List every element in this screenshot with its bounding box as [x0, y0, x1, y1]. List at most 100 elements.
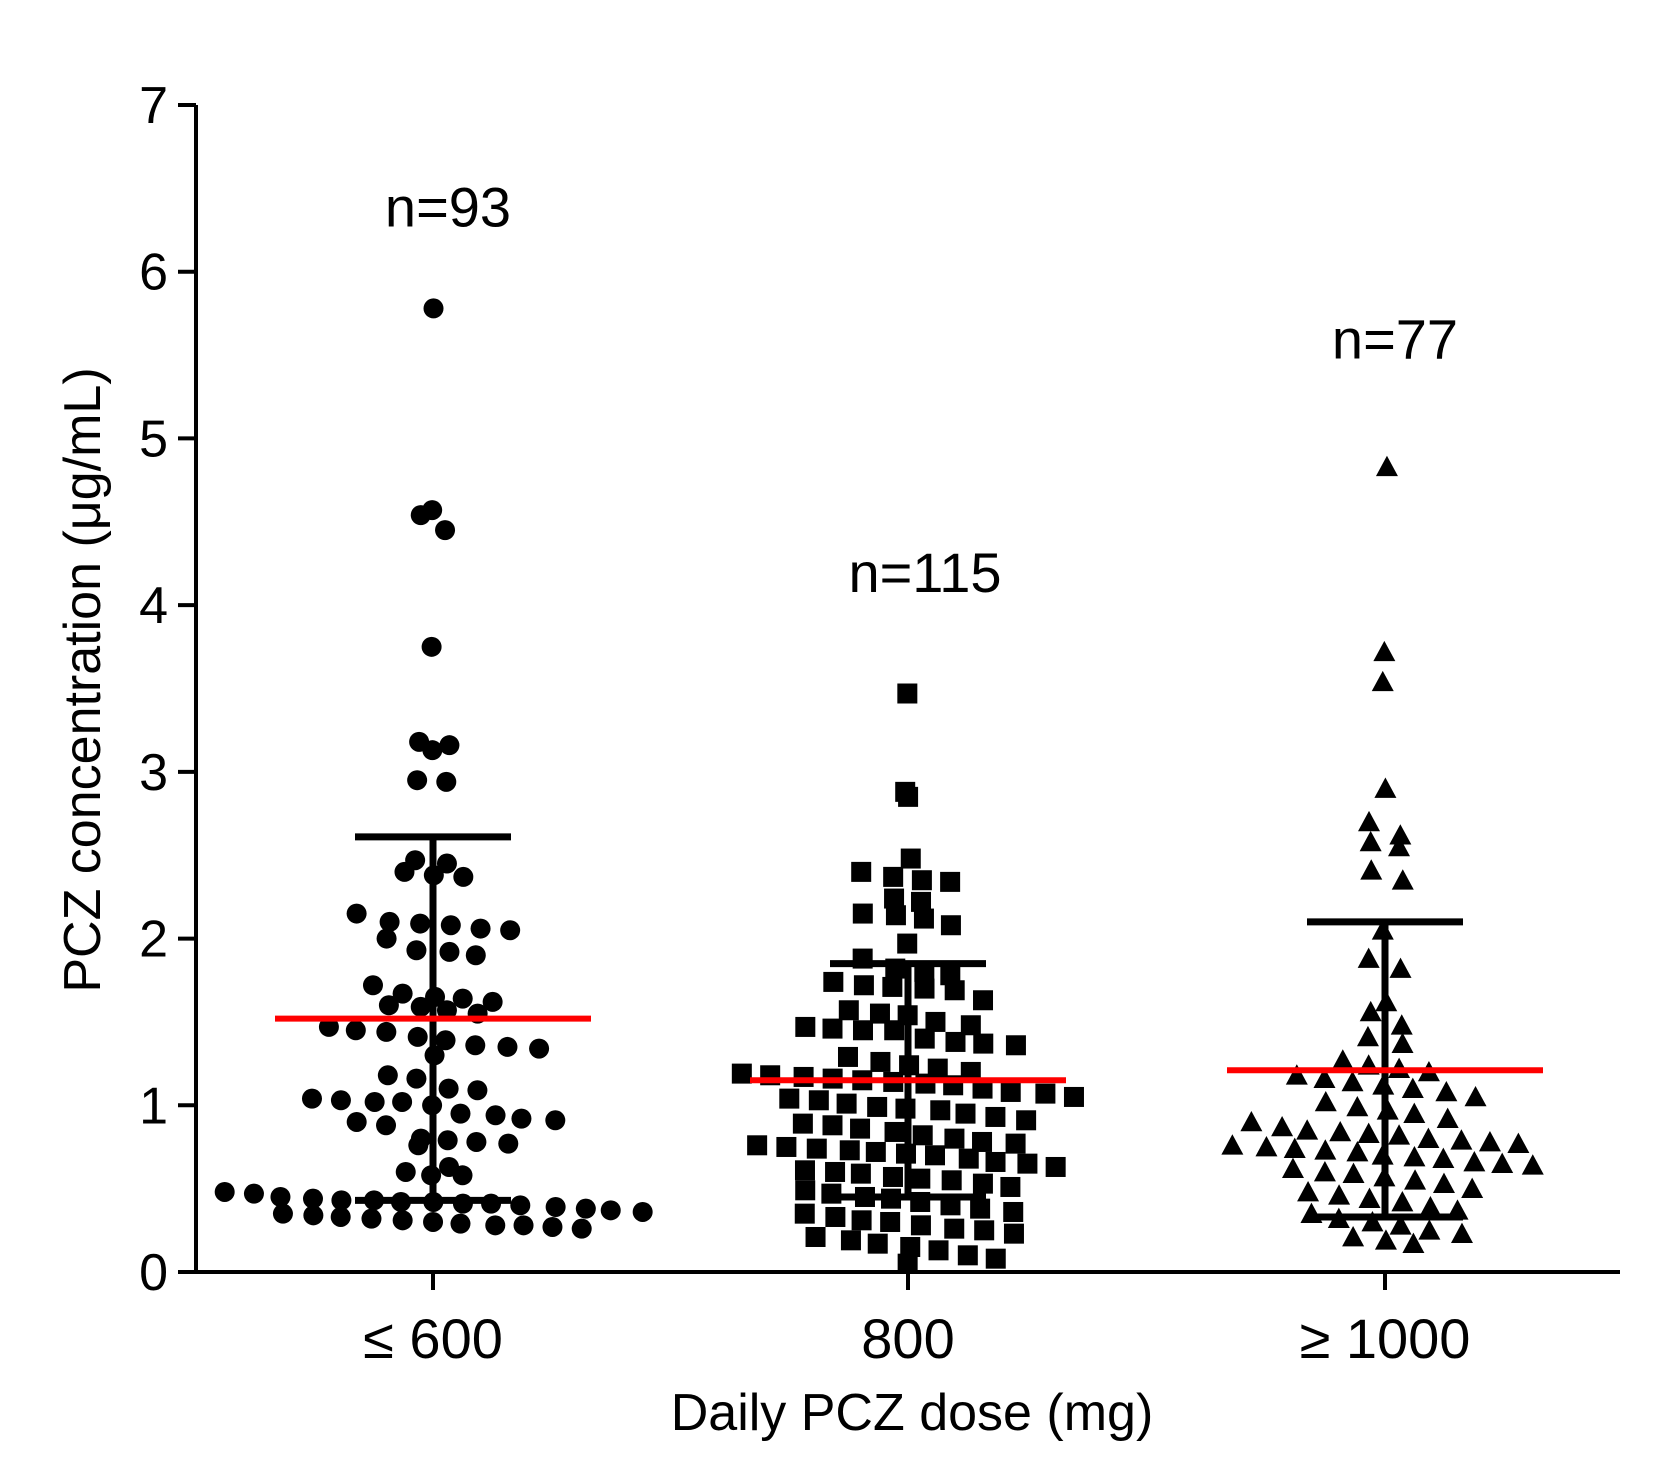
- data-point-square: [882, 1166, 903, 1187]
- data-point-triangle: [1478, 1130, 1501, 1152]
- data-point-triangle: [1388, 1124, 1411, 1145]
- data-point-square: [925, 1011, 946, 1032]
- data-point-square: [940, 965, 961, 986]
- data-point-square: [911, 870, 932, 891]
- x-axis-label: Daily PCZ dose (mg): [671, 1384, 1154, 1442]
- data-point-square: [731, 1063, 752, 1084]
- data-point-square: [900, 1236, 921, 1257]
- data-point-square: [840, 1230, 861, 1251]
- data-point-circle: [392, 983, 413, 1004]
- data-point-triangle: [1283, 1137, 1306, 1158]
- data-point-square: [779, 1088, 800, 1109]
- data-point-circle: [437, 1130, 458, 1151]
- data-point-square: [941, 1170, 962, 1191]
- data-point-square: [895, 781, 916, 802]
- data-point-square: [851, 861, 872, 882]
- n-count-label: n=115: [848, 541, 1001, 604]
- n-count-label: n=93: [385, 176, 511, 239]
- data-point-circle: [405, 850, 426, 871]
- data-point-triangle: [1374, 1229, 1397, 1250]
- data-point-circle: [346, 1111, 367, 1132]
- data-point-triangle: [1432, 1172, 1455, 1193]
- data-point-triangle: [1391, 1032, 1414, 1053]
- data-point-circle: [513, 1215, 534, 1236]
- data-point-square: [944, 980, 965, 1001]
- data-point-square: [822, 1018, 843, 1039]
- data-point-circle: [436, 771, 457, 792]
- data-point-square: [972, 1131, 993, 1152]
- data-point-square: [808, 1090, 829, 1111]
- data-point-square: [1063, 1086, 1084, 1107]
- data-point-square: [960, 1061, 981, 1082]
- data-point-circle: [529, 1038, 550, 1059]
- data-point-triangle: [1342, 1162, 1365, 1183]
- data-point-square: [795, 1016, 816, 1037]
- data-point-triangle: [1388, 835, 1411, 857]
- data-point-square: [1003, 1201, 1024, 1222]
- data-point-square: [794, 1203, 815, 1224]
- data-point-circle: [452, 988, 473, 1009]
- data-point-square: [870, 1051, 891, 1072]
- data-point-triangle: [1373, 640, 1396, 662]
- data-point-circle: [510, 1195, 531, 1216]
- data-point-triangle: [1389, 1214, 1412, 1235]
- data-point-circle: [301, 1088, 322, 1109]
- data-point-circle: [436, 1000, 457, 1021]
- data-point-square: [884, 1121, 905, 1142]
- data-point-circle: [438, 1078, 459, 1099]
- data-point-square: [897, 1253, 918, 1274]
- data-point-square: [960, 1015, 981, 1036]
- data-point-square: [883, 866, 904, 887]
- y-tick-label: 0: [139, 1244, 168, 1302]
- data-point-square: [776, 1136, 797, 1157]
- data-point-square: [837, 1046, 858, 1067]
- data-point-triangle: [1314, 1090, 1337, 1112]
- data-point-square: [1005, 1035, 1026, 1056]
- data-point-triangle: [1403, 1145, 1426, 1167]
- data-point-circle: [243, 1183, 264, 1204]
- data-point-circle: [362, 975, 383, 996]
- data-point-triangle: [1419, 1195, 1442, 1217]
- data-point-triangle: [1313, 1067, 1336, 1088]
- data-point-triangle: [1389, 824, 1412, 845]
- data-point-triangle: [1375, 455, 1398, 477]
- data-point-circle: [485, 1105, 506, 1126]
- y-tick-label: 1: [139, 1077, 168, 1135]
- data-point-circle: [423, 298, 444, 319]
- data-point-triangle: [1346, 1140, 1369, 1162]
- data-point-square: [794, 1160, 815, 1181]
- data-point-circle: [345, 1020, 366, 1041]
- data-point-circle: [376, 928, 397, 949]
- data-point-triangle: [1436, 1107, 1459, 1128]
- stats-layer: n=93 n=115 n=77: [275, 176, 1543, 1221]
- data-point-circle: [439, 735, 460, 756]
- data-point-triangle: [1297, 1180, 1320, 1202]
- x-tick-label: 800: [861, 1307, 954, 1370]
- data-point-circle: [303, 1205, 324, 1226]
- data-point-triangle: [1461, 1177, 1484, 1198]
- data-point-square: [838, 1000, 859, 1021]
- data-point-square: [927, 1058, 948, 1079]
- data-point-square: [795, 1180, 816, 1201]
- data-point-square: [1003, 1223, 1024, 1244]
- data-point-square: [944, 1218, 965, 1239]
- data-point-circle: [542, 1216, 563, 1237]
- points-layer: [214, 298, 1544, 1274]
- data-point-circle: [330, 1090, 351, 1111]
- data-point-square: [867, 1233, 888, 1254]
- data-point-triangle: [1371, 670, 1394, 692]
- data-point-square: [850, 1118, 871, 1139]
- data-point-triangle: [1401, 1077, 1424, 1098]
- data-point-triangle: [1357, 947, 1380, 968]
- data-point-triangle: [1389, 957, 1412, 978]
- data-point-square: [792, 1113, 813, 1134]
- data-point-square: [911, 891, 932, 912]
- data-point-circle: [600, 1200, 621, 1221]
- data-point-circle: [439, 941, 460, 962]
- data-point-circle: [440, 915, 461, 936]
- data-point-square: [913, 908, 934, 929]
- data-point-square: [885, 905, 906, 926]
- data-point-square: [1005, 1133, 1026, 1154]
- data-point-square: [1000, 1176, 1021, 1197]
- data-point-triangle: [1313, 1160, 1336, 1182]
